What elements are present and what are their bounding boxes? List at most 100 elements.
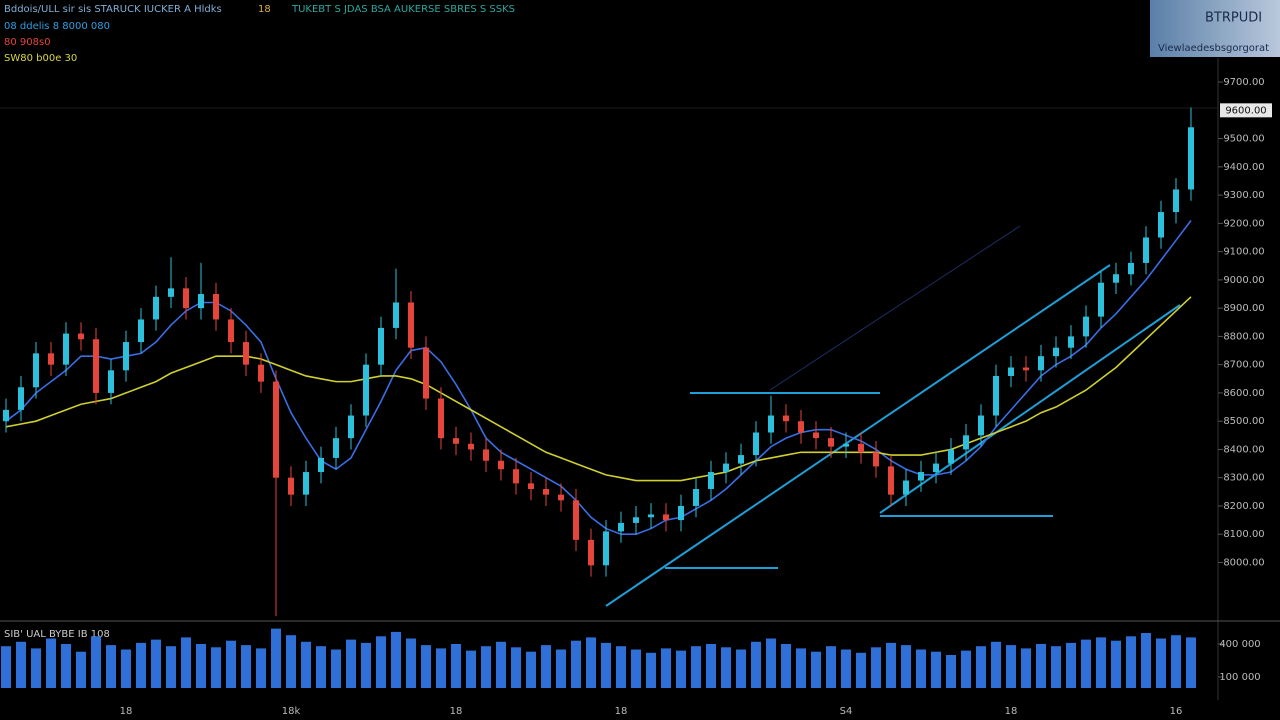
volume-bar — [541, 645, 551, 688]
legend-text: 80 908s0 — [4, 37, 51, 48]
volume-bar — [1066, 642, 1076, 688]
volume-bar — [271, 628, 281, 688]
candle-body — [258, 364, 264, 382]
y-tick-label: 8900.00 — [1223, 303, 1264, 314]
volume-bar — [796, 648, 806, 688]
candle-body — [378, 327, 384, 365]
candle-body — [948, 449, 954, 464]
volume-bar — [136, 642, 146, 688]
volume-bar — [736, 649, 746, 688]
volume-bar — [61, 644, 71, 688]
candle-body — [513, 469, 519, 484]
header-text: 18 — [258, 4, 271, 15]
info-panel — [1150, 0, 1280, 57]
y-tick-label: 8600.00 — [1223, 388, 1264, 399]
candle-body — [543, 489, 549, 495]
candle-body — [1023, 367, 1029, 371]
volume-bar — [781, 644, 791, 688]
volume-bar — [361, 642, 371, 688]
candle-body — [828, 438, 834, 447]
volume-bar — [76, 651, 86, 688]
volume-bar — [976, 646, 986, 688]
volume-bar — [421, 645, 431, 688]
volume-bar — [586, 637, 596, 688]
volume-bar — [406, 638, 416, 688]
volume-bar — [811, 651, 821, 688]
candle-body — [873, 452, 879, 467]
y-tick-label: 9500.00 — [1223, 134, 1264, 145]
volume-bar — [1051, 646, 1061, 688]
candle-body — [1128, 262, 1134, 275]
volume-bar — [721, 647, 731, 688]
volume-bar — [826, 646, 836, 688]
volume-bar — [391, 631, 401, 688]
candle-body — [63, 333, 69, 365]
last-price-box — [1220, 103, 1272, 118]
volume-bar — [31, 648, 41, 688]
y-tick-label: 8500.00 — [1223, 416, 1264, 427]
volume-bar — [676, 650, 686, 688]
volume-bar — [751, 641, 761, 688]
candle-body — [753, 432, 759, 456]
x-tick-label: 18 — [450, 706, 463, 717]
candle-body — [993, 375, 999, 416]
candle-body — [1008, 367, 1014, 376]
candle-body — [558, 494, 564, 501]
volume-bar — [166, 646, 176, 688]
volume-bar — [946, 655, 956, 688]
volume-bar — [766, 638, 776, 688]
y-tick-label: 9700.00 — [1223, 77, 1264, 88]
legend-text: 08 ddelis 8 8000 080 — [4, 21, 110, 32]
volume-bar — [871, 647, 881, 688]
volume-bar — [496, 641, 506, 688]
candle-body — [213, 294, 219, 320]
volume-bar — [286, 635, 296, 688]
x-tick-label: 18k — [282, 706, 301, 717]
volume-bar — [1021, 648, 1031, 688]
candle-body — [93, 339, 99, 393]
candle-body — [843, 443, 849, 447]
volume-bar — [121, 649, 131, 688]
volume-bar — [631, 649, 641, 688]
volume-bar — [1096, 637, 1106, 688]
moving-average — [5, 296, 1192, 482]
y-tick-label: 8100.00 — [1223, 529, 1264, 540]
volume-bar — [301, 641, 311, 688]
volume-bar — [661, 648, 671, 688]
trend-line — [879, 304, 1181, 514]
moving-average — [5, 220, 1192, 536]
volume-bar — [316, 646, 326, 688]
candle-body — [228, 319, 234, 343]
candle-body — [633, 517, 639, 523]
candle-body — [858, 443, 864, 453]
candle-body — [678, 505, 684, 521]
volume-bar — [601, 642, 611, 688]
volume-bar — [1186, 637, 1196, 688]
candle-body — [618, 522, 624, 532]
volume-bar — [106, 645, 116, 688]
volume-bar — [436, 648, 446, 688]
candle-body — [183, 288, 189, 309]
volume-bar — [691, 646, 701, 688]
candle-body — [1098, 282, 1104, 317]
candle-body — [318, 457, 324, 473]
candle-body — [723, 463, 729, 473]
trend-line — [605, 264, 1111, 607]
candle-body — [528, 483, 534, 490]
candle-body — [438, 398, 444, 439]
candle-body — [153, 296, 159, 320]
volume-bar — [706, 644, 716, 688]
volume-bar — [1141, 633, 1151, 688]
header-text: TUKEBT S JDAS BSA AUKERSE SBRES S SSKS — [291, 4, 515, 15]
candle-body — [33, 353, 39, 388]
x-tick-label: 18 — [1005, 706, 1018, 717]
candle-body — [768, 415, 774, 433]
volume-bar — [451, 644, 461, 688]
volume-bar — [511, 647, 521, 688]
candle-body — [408, 302, 414, 348]
header-text: Bddois/ULL sir sis STARUCK IUCKER A Hldk… — [4, 4, 222, 15]
candle-body — [888, 466, 894, 495]
candle-body — [1068, 336, 1074, 348]
candle-body — [333, 438, 339, 458]
x-tick-label: 18 — [615, 706, 628, 717]
